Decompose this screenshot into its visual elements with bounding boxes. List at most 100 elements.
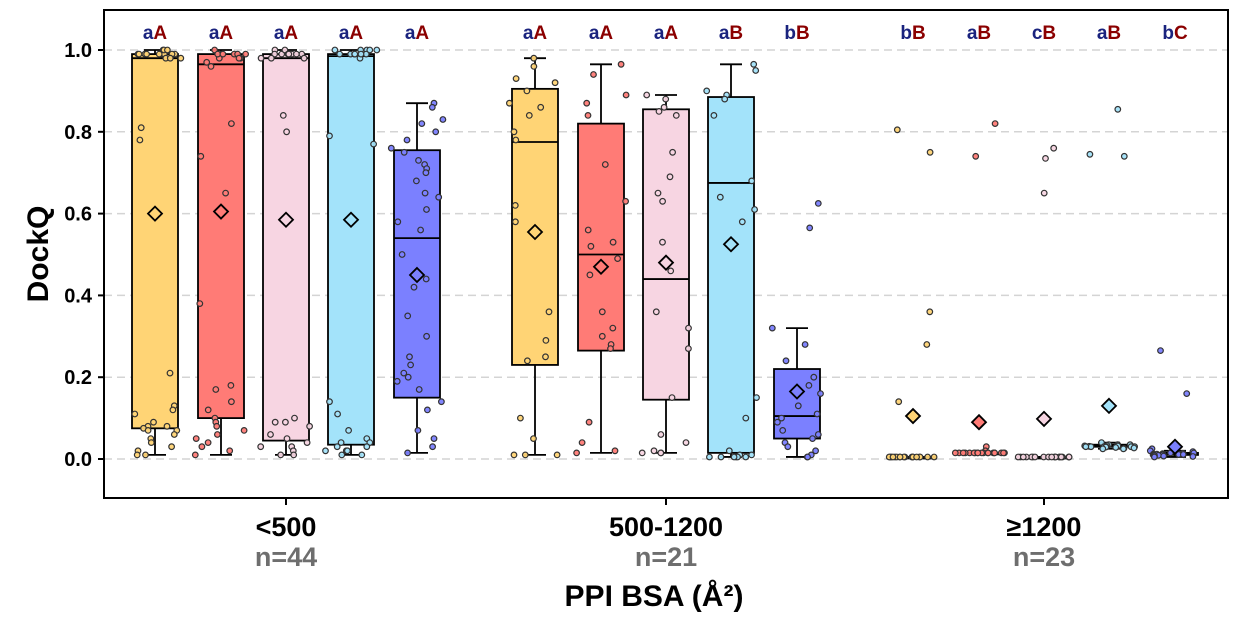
- data-point: [814, 431, 822, 438]
- data-point: [1086, 150, 1094, 158]
- data-point: [779, 427, 787, 434]
- data-point: [1065, 453, 1073, 461]
- data-point: [510, 451, 518, 459]
- data-point: [1130, 444, 1138, 452]
- data-point: [959, 449, 967, 457]
- data-point: [438, 398, 445, 406]
- data-point: [417, 226, 425, 234]
- data-point: [609, 238, 617, 246]
- data-point: [423, 332, 431, 340]
- data-point: [1157, 347, 1164, 355]
- data-point: [530, 54, 538, 62]
- data-point: [439, 116, 447, 123]
- data-point: [896, 453, 904, 461]
- data-point: [889, 453, 897, 461]
- mean-marker: [904, 407, 922, 425]
- data-point: [358, 451, 366, 459]
- data-point: [387, 144, 395, 152]
- mean-marker: [1100, 397, 1118, 415]
- data-point: [784, 443, 792, 451]
- data-point: [974, 449, 982, 457]
- data-point: [542, 353, 549, 361]
- data-point: [817, 390, 824, 398]
- data-point: [926, 148, 934, 156]
- data-point: [622, 197, 629, 205]
- data-point: [413, 177, 420, 185]
- data-point: [778, 414, 785, 422]
- data-point: [331, 46, 339, 54]
- data-point: [1179, 451, 1187, 458]
- data-point: [150, 418, 157, 426]
- significance-label: aA: [209, 23, 234, 44]
- data-point: [430, 435, 438, 443]
- data-point: [753, 394, 760, 402]
- data-point: [672, 111, 680, 119]
- mean-marker: [342, 211, 360, 229]
- data-point: [143, 50, 151, 58]
- data-point: [283, 128, 291, 136]
- data-point: [1114, 105, 1122, 113]
- data-point: [523, 87, 531, 95]
- data-point: [573, 449, 580, 457]
- data-point: [814, 199, 822, 207]
- data-point: [213, 422, 221, 430]
- data-point: [666, 173, 674, 181]
- data-point: [428, 103, 436, 111]
- data-point: [344, 447, 351, 455]
- data-point: [404, 312, 412, 320]
- box: [707, 96, 755, 454]
- data-point: [530, 63, 538, 70]
- data-point: [991, 120, 999, 127]
- data-point: [511, 201, 519, 209]
- data-point: [283, 435, 291, 443]
- data-point: [267, 54, 275, 62]
- box: [197, 53, 245, 420]
- data-point: [669, 148, 676, 156]
- data-point: [617, 60, 625, 68]
- data-point: [291, 414, 298, 422]
- data-point: [285, 50, 293, 58]
- data-point: [222, 189, 230, 197]
- data-point: [748, 451, 755, 459]
- data-point: [1040, 189, 1048, 197]
- data-point: [774, 418, 781, 426]
- data-point: [168, 443, 176, 451]
- y-tick-label: 0.0: [64, 449, 92, 471]
- data-point: [326, 398, 333, 406]
- data-point: [422, 169, 430, 177]
- data-point: [290, 451, 298, 459]
- x-tick-label: <500: [256, 512, 317, 542]
- jitter-points: [131, 46, 1198, 461]
- data-point: [667, 267, 675, 275]
- y-tick-label: 1.0: [64, 40, 92, 62]
- data-point: [521, 451, 529, 459]
- x-tick-label: ≥1200: [1007, 512, 1082, 542]
- box: [327, 53, 375, 446]
- significance-label: aA: [654, 23, 679, 44]
- data-point: [517, 414, 524, 422]
- significance-label: aB: [967, 23, 991, 44]
- data-point: [721, 95, 729, 103]
- data-point: [177, 54, 185, 62]
- data-point: [1160, 452, 1168, 460]
- data-point: [1150, 453, 1158, 461]
- mean-marker: [788, 383, 806, 400]
- data-point: [510, 128, 518, 136]
- data-point: [345, 427, 353, 434]
- mean-marker: [408, 266, 426, 284]
- data-point: [638, 449, 646, 457]
- data-point: [1048, 453, 1056, 461]
- data-point: [415, 156, 422, 164]
- data-point: [809, 435, 816, 443]
- data-point: [242, 50, 250, 58]
- data-point: [682, 439, 690, 447]
- data-point: [393, 377, 401, 385]
- data-point: [598, 332, 606, 340]
- data-point: [257, 443, 265, 451]
- data-point: [169, 406, 177, 414]
- data-point: [662, 95, 670, 103]
- data-point: [435, 193, 443, 201]
- y-axis-title: DockQ: [22, 206, 55, 303]
- data-point: [551, 79, 559, 87]
- data-point: [303, 439, 311, 447]
